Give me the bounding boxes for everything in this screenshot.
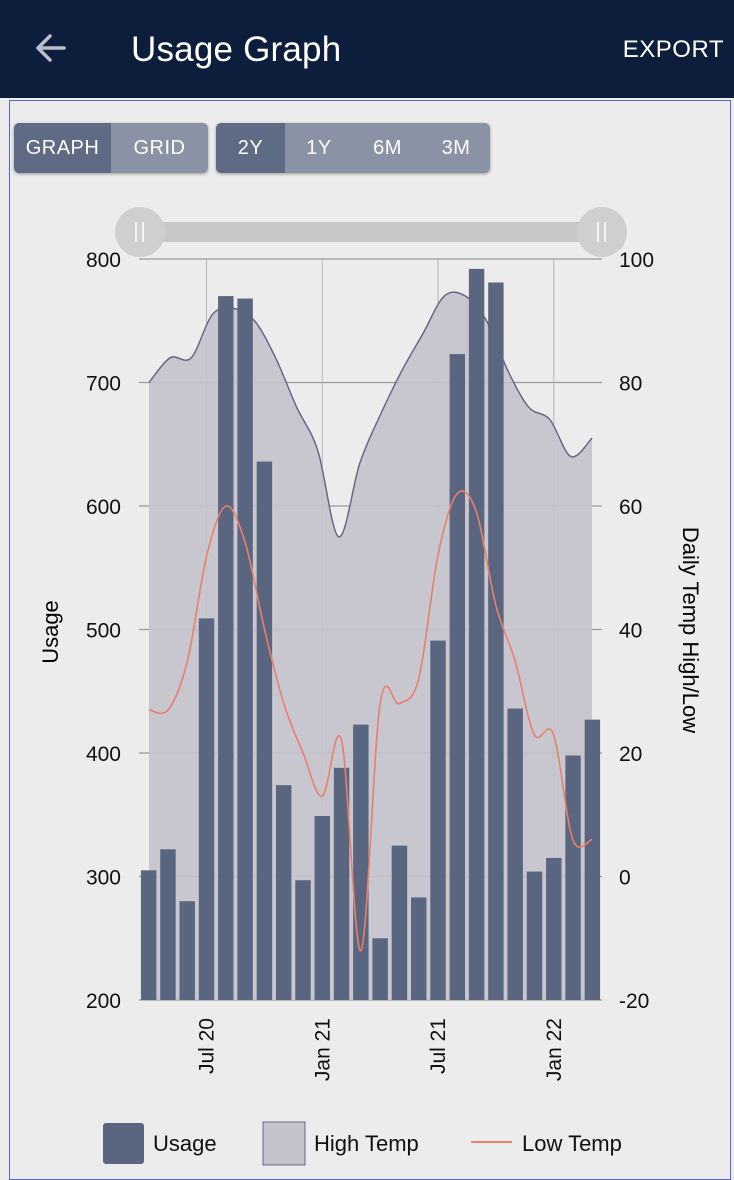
range-1y-tab[interactable]: 1Y [285,123,353,173]
graph-tab[interactable]: GRAPH [14,123,111,173]
range-3m-tab[interactable]: 3M [422,123,490,173]
range-2y-tab[interactable]: 2Y [216,123,285,173]
chart-card [9,100,731,1180]
range-6m-tab[interactable]: 6M [353,123,422,173]
app-header: Usage Graph EXPORT [0,0,734,98]
range-toggle: 2Y 1Y 6M 3M [216,123,490,173]
view-toggle: GRAPH GRID [14,123,208,173]
export-button[interactable]: EXPORT [622,36,724,63]
page-title: Usage Graph [131,30,342,69]
arrow-left-icon[interactable] [30,26,74,70]
grid-tab[interactable]: GRID [111,123,208,173]
